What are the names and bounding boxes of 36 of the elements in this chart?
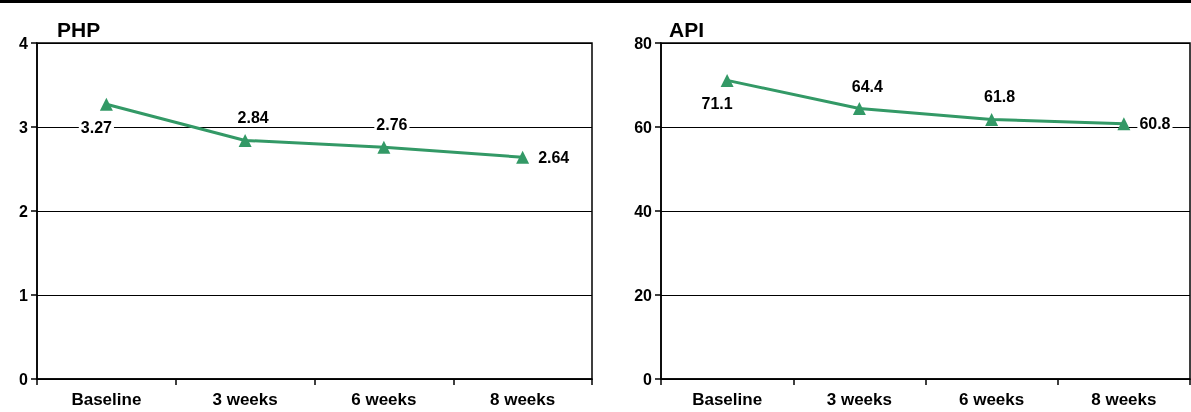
x-tick-label: Baseline [692,390,763,409]
data-label: 2.64 [538,148,570,166]
point [1117,117,1131,131]
y-tick-label: 3 [19,118,29,136]
y-tick-label: 0 [19,370,29,388]
y-tick-label: 60 [634,118,653,136]
point [99,97,113,111]
y-tick-label: 80 [634,34,653,52]
x-tick-label: 8 weeks [1091,390,1157,409]
x-tick-label: 8 weeks [490,390,556,409]
data-label: 61.8 [984,88,1016,106]
point [985,112,999,126]
point [720,73,734,87]
y-tick-label: 40 [634,202,653,220]
data-label: 2.84 [237,109,269,127]
data-label: 60.8 [1139,115,1171,133]
data-label: 64.4 [851,77,884,95]
data-label: 71.1 [701,95,733,113]
data-label: 2.76 [376,116,408,134]
point [852,102,866,116]
x-tick-label: Baseline [71,390,142,409]
y-tick-label: 2 [19,202,29,220]
y-tick-label: 4 [19,34,29,52]
y-tick-label: 0 [643,370,653,388]
x-tick-label: 6 weeks [959,390,1025,409]
x-tick-label: 6 weeks [351,390,417,409]
x-tick-label: 3 weeks [212,390,278,409]
y-tick-label: 20 [634,286,653,304]
y-tick-label: 1 [19,286,29,304]
chart-title: API [669,18,705,41]
data-label: 3.27 [80,119,113,137]
point [516,150,530,164]
point [377,140,391,154]
point [238,133,252,147]
chart-title: PHP [57,18,101,41]
x-tick-label: 3 weeks [826,390,892,409]
